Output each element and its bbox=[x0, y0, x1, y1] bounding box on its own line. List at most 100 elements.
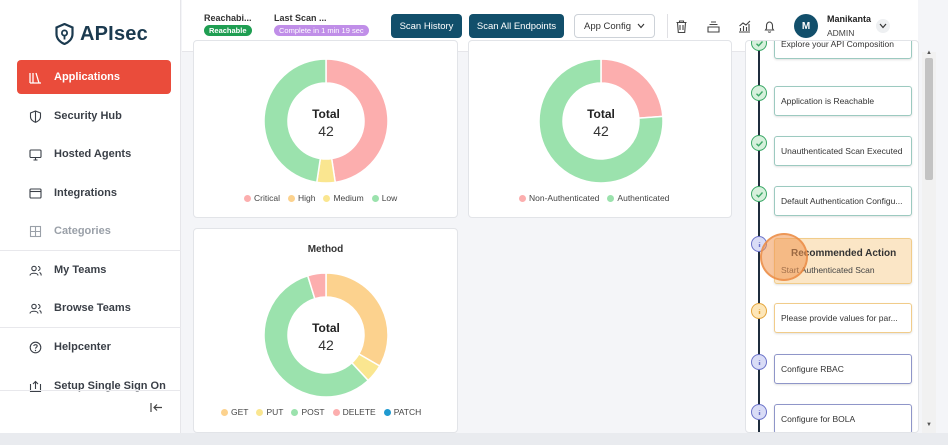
auth-chart-card: Total 42 Non-Authenticated Authenticated bbox=[468, 40, 732, 218]
legend-item-patch[interactable]: PATCH bbox=[383, 407, 421, 417]
auth-legend: Non-Authenticated Authenticated bbox=[519, 193, 669, 203]
scrollbar-thumb[interactable] bbox=[925, 58, 933, 180]
method-chart-title: Method bbox=[307, 244, 344, 255]
legend-item-critical[interactable]: Critical bbox=[244, 193, 280, 203]
app-config-dropdown[interactable]: App Config bbox=[574, 14, 655, 38]
check-glyph bbox=[755, 191, 763, 198]
team-icon bbox=[29, 303, 42, 314]
method-legend: GET PUT POST DELETE PATCH bbox=[221, 407, 421, 417]
legend-swatch bbox=[256, 409, 264, 417]
donut-slice-post[interactable] bbox=[263, 274, 370, 398]
timeline-item-label: Unauthenticated Scan Executed bbox=[781, 146, 903, 156]
timeline-item-label: Configure for BOLA bbox=[781, 414, 856, 424]
legend-item-put[interactable]: PUT bbox=[256, 407, 283, 417]
donut-slice-delete[interactable] bbox=[306, 272, 327, 300]
scroll-up-icon[interactable]: ▲ bbox=[926, 50, 932, 56]
timeline-item[interactable]: Application is Reachable bbox=[774, 86, 912, 116]
app-name: APIsec bbox=[80, 22, 148, 45]
check-icon bbox=[751, 41, 767, 51]
legend-label: Non-Authenticated bbox=[529, 193, 600, 203]
sidebar-item-label: Browse Teams bbox=[54, 302, 131, 314]
scroll-down-icon[interactable]: ▼ bbox=[926, 422, 932, 428]
legend-swatch bbox=[332, 409, 340, 417]
check-glyph bbox=[755, 90, 763, 97]
collapse-sidebar-button[interactable] bbox=[150, 401, 163, 416]
severity-total-value: 42 bbox=[318, 123, 334, 139]
sidebar-item-my-teams[interactable]: My Teams bbox=[17, 253, 171, 287]
shield-icon bbox=[29, 109, 42, 123]
legend-label: Critical bbox=[254, 193, 280, 203]
info-glyph bbox=[758, 359, 760, 365]
cursor-highlight bbox=[760, 233, 808, 281]
sidebar-item-helpcenter[interactable]: Helpcenter bbox=[17, 330, 171, 364]
auth-total-label: Total bbox=[587, 107, 615, 121]
legend-swatch bbox=[371, 195, 379, 203]
applications-icon bbox=[29, 72, 41, 84]
donut-slice-low[interactable] bbox=[263, 58, 327, 184]
monitor-icon bbox=[29, 148, 42, 161]
avatar[interactable]: M bbox=[794, 14, 818, 38]
user-role: ADMIN bbox=[827, 28, 855, 38]
page-scrollbar[interactable]: ▲ ▼ bbox=[922, 50, 936, 433]
legend-swatch bbox=[244, 195, 251, 203]
legend-item-medium[interactable]: Medium bbox=[323, 193, 364, 203]
donut-slice-critical[interactable] bbox=[325, 58, 389, 184]
legend-label: DELETE bbox=[342, 407, 376, 417]
legend-item-authenticated[interactable]: Authenticated bbox=[607, 193, 669, 203]
analytics-icon[interactable] bbox=[737, 19, 752, 34]
timeline-item-label: Default Authentication Configu... bbox=[781, 196, 903, 206]
sidebar-item-categories[interactable]: Categories bbox=[17, 214, 171, 248]
legend-label: Medium bbox=[333, 193, 364, 203]
user-menu-button[interactable] bbox=[876, 19, 890, 33]
legend-item-high[interactable]: High bbox=[287, 193, 315, 203]
severity-chart-card: Total 42 Critical High Medium Low bbox=[193, 40, 458, 218]
timeline-item-label: Recommended Action bbox=[791, 247, 897, 259]
help-icon bbox=[29, 341, 42, 353]
info-glyph bbox=[758, 241, 760, 247]
timeline-item[interactable]: Please provide values for par... bbox=[774, 303, 912, 333]
method-total-label: Total bbox=[312, 321, 340, 335]
legend-item-delete[interactable]: DELETE bbox=[332, 407, 376, 417]
legend-item-post[interactable]: POST bbox=[291, 407, 325, 417]
recommended-action-link[interactable]: Start Authenticated Scan bbox=[781, 264, 875, 275]
timeline-item-label: Application is Reachable bbox=[781, 96, 875, 106]
sidebar-item-label: Categories bbox=[54, 225, 111, 237]
legend-item-non-authenticated[interactable]: Non-Authenticated bbox=[519, 193, 599, 203]
sidebar-item-label: Setup Single Sign On bbox=[54, 380, 166, 392]
scan-all-endpoints-button[interactable]: Scan All Endpoints bbox=[469, 14, 564, 38]
donut-slice-authenticated[interactable] bbox=[538, 58, 664, 184]
bell-icon[interactable] bbox=[762, 19, 777, 34]
app-logo[interactable]: APIsec bbox=[55, 22, 148, 46]
trash-icon[interactable] bbox=[674, 19, 689, 34]
sidebar-item-label: Helpcenter bbox=[54, 341, 111, 353]
timeline-item[interactable]: Configure RBAC bbox=[774, 354, 912, 384]
timeline-item-label: Configure RBAC bbox=[781, 364, 844, 374]
method-chart-card: Method Total 42 GET PUT POST DELETE PATCH bbox=[193, 228, 458, 433]
sidebar-item-setup-sso[interactable]: Setup Single Sign On bbox=[17, 369, 171, 403]
severity-legend: Critical High Medium Low bbox=[244, 193, 397, 203]
timeline-item[interactable]: Explore your API Composition bbox=[774, 40, 912, 59]
sidebar-item-security-hub[interactable]: Security Hub bbox=[17, 99, 171, 133]
sidebar-item-applications[interactable]: Applications bbox=[17, 60, 171, 94]
sidebar-item-browse-teams[interactable]: Browse Teams bbox=[17, 291, 171, 325]
reachability-badge: Reachable bbox=[204, 25, 252, 36]
sidebar-item-integrations[interactable]: Integrations bbox=[17, 176, 171, 210]
legend-item-low[interactable]: Low bbox=[371, 193, 397, 203]
timeline-item-label: Please provide values for par... bbox=[781, 313, 898, 323]
timeline-item[interactable]: Unauthenticated Scan Executed bbox=[774, 136, 912, 166]
layers-icon[interactable] bbox=[706, 19, 721, 34]
legend-item-get[interactable]: GET bbox=[221, 407, 248, 417]
check-glyph bbox=[755, 140, 763, 147]
timeline-item[interactable]: Default Authentication Configu... bbox=[774, 186, 912, 216]
sidebar-item-label: Integrations bbox=[54, 187, 117, 199]
sidebar-divider bbox=[0, 327, 181, 328]
method-donut-chart bbox=[263, 272, 389, 398]
sidebar-item-hosted-agents[interactable]: Hosted Agents bbox=[17, 137, 171, 171]
collapse-icon bbox=[150, 403, 162, 412]
sidebar-item-label: My Teams bbox=[54, 264, 107, 276]
legend-swatch bbox=[519, 195, 526, 203]
timeline-item[interactable]: Configure for BOLA bbox=[774, 404, 912, 432]
scan-history-button[interactable]: Scan History bbox=[391, 14, 462, 38]
timeline-item-label: Explore your API Composition bbox=[781, 40, 894, 49]
reachability-status: Reachabi... Reachable bbox=[204, 13, 252, 36]
